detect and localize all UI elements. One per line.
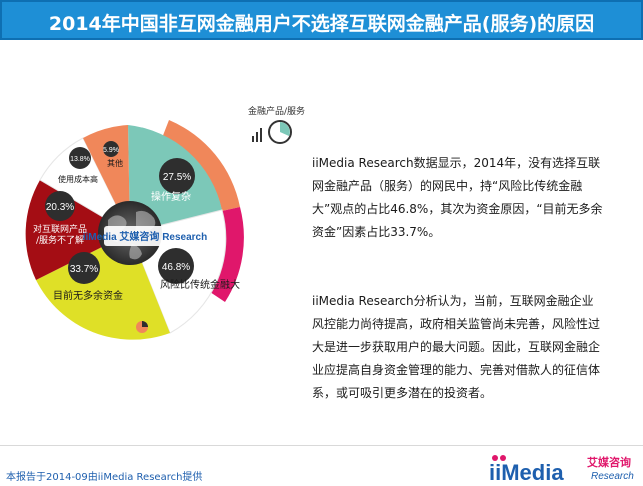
brand-logo: iiMedia 艾媒咨询 Research (489, 455, 634, 484)
data-label-3: 20.3% (46, 202, 74, 213)
category-label-0: 操作复杂 (151, 190, 191, 203)
pie-chart: iiMedia 艾媒咨询 Research 27.5% 操作复杂 46.8% 风险比传… (25, 120, 244, 340)
category-label-2: 目前无多余资金 (53, 289, 123, 302)
legend-label: 金融产品/服务 (248, 107, 306, 117)
pct-badge-5 (103, 141, 119, 157)
pct-badge-4 (69, 147, 91, 169)
pct-badge-0 (159, 158, 195, 194)
decor-wedge (142, 321, 148, 327)
pct-badge-1 (158, 248, 194, 284)
category-label-5: 其他 (107, 158, 123, 168)
bar-chart-icon-bar3 (260, 128, 262, 142)
category-label-4: 使用成本高 (58, 174, 98, 184)
brand-en: Research (591, 471, 634, 482)
center-brand-plate (104, 226, 186, 246)
center-brand-label: iiMedia 艾媒咨询 Research (83, 230, 207, 243)
paragraph-summary: iiMedia Research数据显示，2014年，没有选择互联网金融产品（服… (312, 156, 603, 239)
title-bar: 2014年中国非互网金融用户不选择互联网金融产品(服务)的原因 (0, 0, 643, 40)
footer-note: 本报告于2014-09由iiMedia Research提供 (6, 472, 203, 483)
bar-chart-icon-bar2 (256, 132, 258, 142)
pie-icon-wedge (280, 122, 290, 136)
footer: 本报告于2014-09由iiMedia Research提供 iiMedia 艾… (0, 445, 643, 486)
category-label-3: 对互联网产品/服务不了解 (33, 223, 87, 246)
brand-dot-1 (492, 455, 498, 461)
globe-continents (108, 210, 156, 260)
legend-icons (252, 120, 292, 144)
category-label-1: 风险比传统金融大 (160, 278, 240, 291)
pct-badge-3 (45, 191, 75, 221)
brand-dot-2 (500, 455, 506, 461)
data-label-5: 5.9% (103, 147, 119, 154)
data-label-2: 33.7% (70, 264, 98, 275)
data-label-1: 46.8% (162, 262, 190, 273)
data-label-4: 13.8% (70, 156, 90, 163)
bar-chart-icon (252, 136, 254, 142)
page-title: 2014年中国非互网金融用户不选择互联网金融产品(服务)的原因 (48, 13, 595, 35)
paragraph-analysis: iiMedia Research分析认为，当前，互联网金融企业风控能力尚待提高，… (312, 294, 601, 400)
slice-chengben-gao (39, 137, 132, 235)
brand-cn: 艾媒咨询 (587, 455, 631, 469)
pct-badge-2 (68, 252, 100, 284)
brand-main: iiMedia (489, 460, 564, 484)
data-label-0: 27.5% (163, 172, 191, 183)
